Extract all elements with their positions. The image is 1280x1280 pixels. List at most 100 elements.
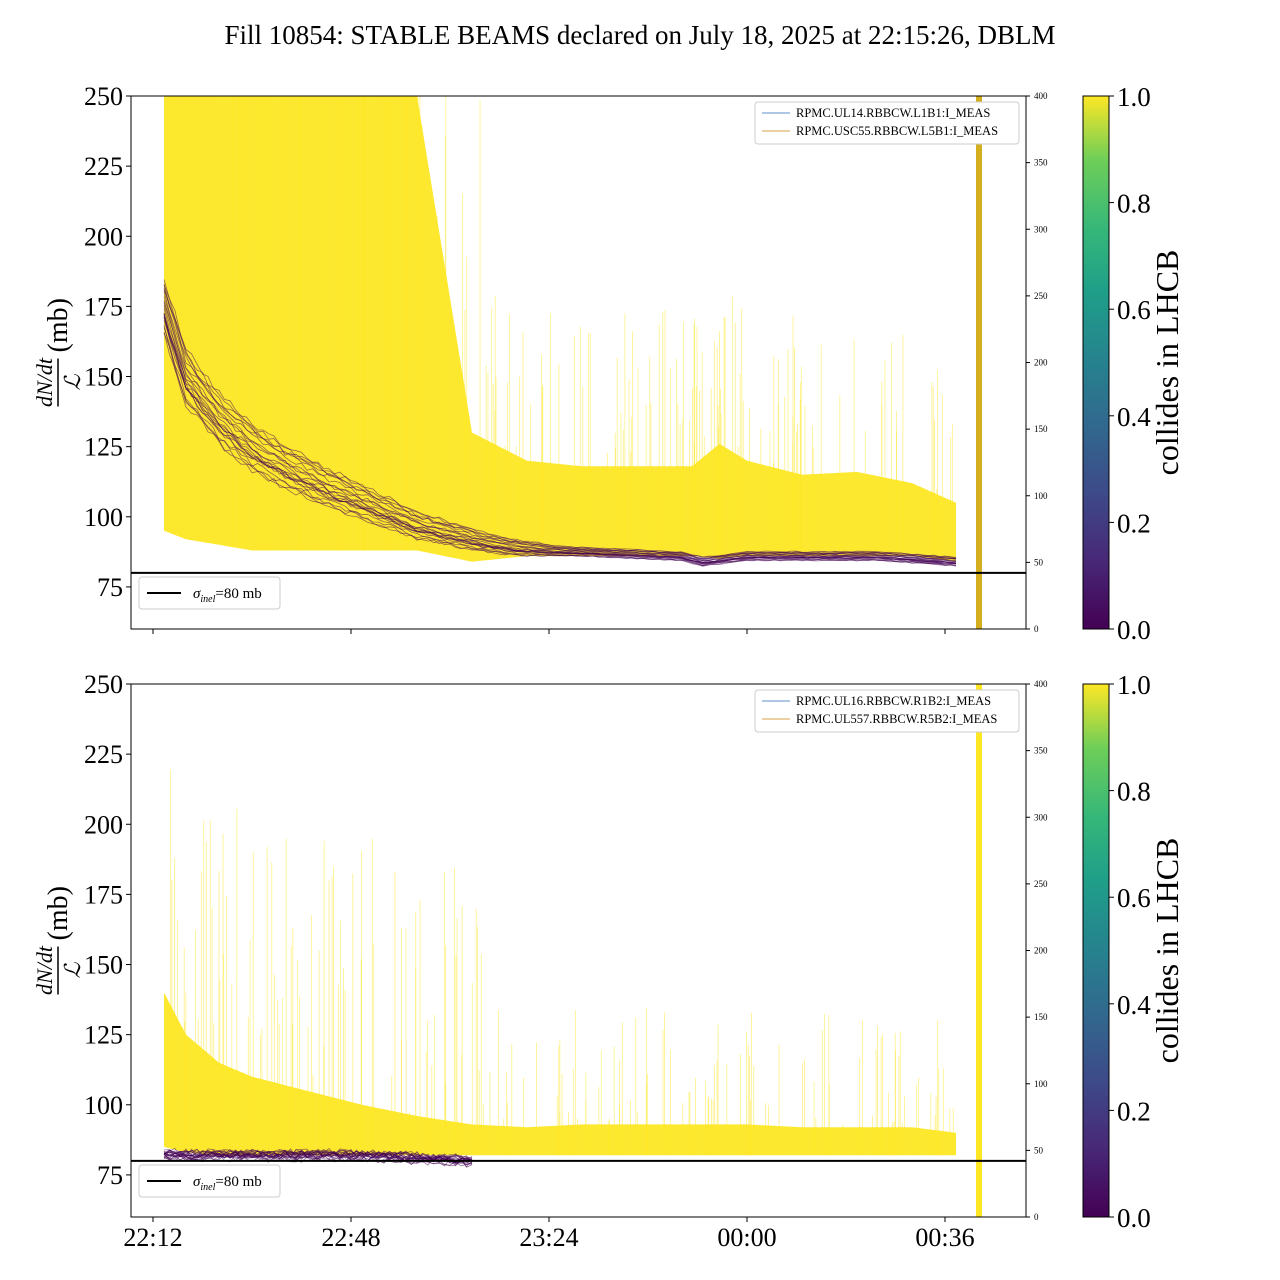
y-label-numerator: dN/dt	[32, 357, 57, 407]
y2-tick-label: 200	[1034, 946, 1048, 956]
y2-tick-label: 300	[1034, 812, 1048, 822]
y-axis-label: dN/dt ℒ (mb)	[32, 298, 85, 407]
colorbar-tick-label: 0.8	[1117, 189, 1151, 219]
y2-tick-label: 250	[1034, 291, 1048, 301]
y-tick-label: 225	[84, 740, 123, 769]
legend-currents: RPMC.UL16.RBBCW.R1B2:I_MEAS RPMC.UL557.RB…	[754, 689, 1020, 733]
colorbar: 0.0 0.2 0.4 0.6 0.8 1.0 collides in LHCB	[1082, 670, 1185, 1233]
colorbar-tick-label: 0.6	[1117, 883, 1151, 913]
figure-title: Fill 10854: STABLE BEAMS declared on Jul…	[224, 20, 1055, 50]
noncolliding-line	[163, 283, 957, 560]
sigma-sub: inel	[200, 594, 215, 605]
y-tick-label: 225	[84, 152, 123, 181]
y2-tick-label: 50	[1034, 1145, 1044, 1155]
y2-tick-label: 200	[1034, 358, 1048, 368]
colorbar-tick-label: 0.2	[1117, 1096, 1151, 1126]
y2-tick-label: 0	[1034, 624, 1039, 634]
y2-tick-label: 350	[1034, 158, 1048, 168]
noncolliding-line	[163, 1150, 473, 1165]
y-tick-label: 200	[84, 810, 123, 839]
y2-tick-label: 100	[1034, 491, 1048, 501]
y2-tick-label: 300	[1034, 224, 1048, 234]
colorbar-tick-label: 0.0	[1117, 1203, 1151, 1233]
threshold-value: =80 mb	[215, 586, 261, 602]
y2-tick-label: 150	[1034, 1012, 1048, 1022]
panel-top: 250 225 200 175 150 125 100 75 400 350 300 250 200 15…	[32, 82, 1185, 645]
legend-label-1: RPMC.UL14.RBBCW.L1B1:I_MEAS	[796, 106, 990, 120]
y-label-numerator: dN/dt	[32, 945, 57, 995]
colorbar-tick-label: 0.0	[1117, 615, 1151, 645]
legend-box	[138, 576, 281, 610]
legend-label-threshold: σinel=80 mb	[193, 1174, 262, 1193]
y-tick-label: 150	[84, 951, 123, 980]
colorbar: 0.0 0.2 0.4 0.6 0.8 1.0 collides in LHCB	[1082, 82, 1185, 645]
dump-marker	[976, 684, 982, 1217]
legend-box	[754, 689, 1020, 733]
legend-threshold: σinel=80 mb	[138, 1164, 281, 1198]
colorbar-tick-label: 0.6	[1117, 295, 1151, 325]
y2-tick-label: 100	[1034, 1079, 1048, 1089]
colorbar-tick-label: 0.4	[1117, 402, 1151, 432]
y-tick-label: 250	[84, 82, 123, 111]
legend-label-2: RPMC.USC55.RBBCW.L5B1:I_MEAS	[796, 124, 998, 138]
legend-label-2: RPMC.UL557.RBBCW.R5B2:I_MEAS	[796, 712, 997, 726]
legend-label-threshold: σinel=80 mb	[193, 586, 262, 605]
noncolliding-line	[163, 304, 957, 563]
colorbar-strip	[1082, 95, 1110, 630]
y-tick-label: 125	[84, 1021, 123, 1050]
noncolliding-line	[163, 279, 957, 558]
y-label-denominator: ℒ	[60, 373, 85, 390]
panel-bottom: 250 225 200 175 150 125 100 75 400 350 300 250 200 15…	[32, 670, 1185, 1252]
colliding-band	[164, 96, 956, 562]
plot-content	[163, 96, 982, 629]
legend-box	[754, 101, 1020, 145]
panels: 250 225 200 175 150 125 100 75 400 350 300 250 200 15…	[32, 82, 1185, 1252]
y-tick-label: 175	[84, 292, 123, 321]
y-axis-label: dN/dt ℒ (mb)	[32, 886, 85, 995]
y2-tick-label: 400	[1034, 91, 1048, 101]
legend-threshold: σinel=80 mb	[138, 576, 281, 610]
sigma: σ	[193, 586, 201, 602]
noncolliding-line	[163, 296, 956, 562]
noncolliding-line	[163, 1148, 473, 1163]
y-tick-label: 150	[84, 363, 123, 392]
sigma: σ	[193, 1174, 201, 1190]
y-tick-label: 100	[84, 1091, 123, 1120]
y-label-unit: (mb)	[43, 886, 74, 940]
x-tick-label: 22:48	[321, 1223, 380, 1252]
colorbar-label: collides in LHCB	[1149, 838, 1185, 1064]
noncolliding-line	[163, 313, 957, 565]
threshold-value: =80 mb	[215, 1174, 261, 1190]
x-tick-label: 00:36	[915, 1223, 974, 1252]
x-tick-label: 00:00	[717, 1223, 776, 1252]
y-label-unit: (mb)	[43, 298, 74, 352]
legend-currents: RPMC.UL14.RBBCW.L1B1:I_MEAS RPMC.USC55.RB…	[754, 101, 1020, 145]
colorbar-tick-label: 0.4	[1117, 990, 1151, 1020]
y2-tick-label: 250	[1034, 879, 1048, 889]
noncolliding-line	[163, 317, 957, 565]
colorbar-tick-label: 0.2	[1117, 508, 1151, 538]
y-label-denominator: ℒ	[60, 961, 85, 978]
colorbar-tick-label: 1.0	[1117, 670, 1151, 700]
legend-box	[138, 1164, 281, 1198]
y-tick-label: 75	[97, 573, 123, 602]
y-tick-label: 100	[84, 503, 123, 532]
colorbar-tick-label: 1.0	[1117, 82, 1151, 112]
colorbar-strip	[1082, 683, 1110, 1218]
dump-marker	[976, 96, 982, 629]
y-tick-label: 250	[84, 670, 123, 699]
y2-tick-label: 0	[1034, 1212, 1039, 1222]
y-tick-label: 175	[84, 880, 123, 909]
y2-tick-label: 350	[1034, 746, 1048, 756]
y2-tick-label: 150	[1034, 424, 1048, 434]
plot-content	[163, 684, 982, 1217]
legend-label-1: RPMC.UL16.RBBCW.R1B2:I_MEAS	[796, 694, 991, 708]
y-tick-label: 125	[84, 433, 123, 462]
sigma-sub: inel	[200, 1182, 215, 1193]
y2-tick-label: 50	[1034, 557, 1044, 567]
y-tick-label: 200	[84, 222, 123, 251]
y-tick-label: 75	[97, 1161, 123, 1190]
x-tick-label: 22:12	[123, 1223, 182, 1252]
colorbar-tick-label: 0.8	[1117, 777, 1151, 807]
colorbar-label: collides in LHCB	[1149, 250, 1185, 476]
